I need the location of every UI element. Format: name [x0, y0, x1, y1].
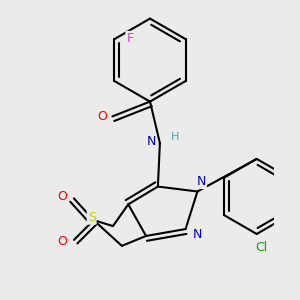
Text: F: F	[126, 32, 134, 45]
Text: N: N	[197, 175, 206, 188]
Text: S: S	[88, 211, 96, 224]
Text: N: N	[146, 135, 156, 148]
Text: H: H	[170, 132, 179, 142]
Text: O: O	[57, 190, 67, 203]
Text: Cl: Cl	[256, 241, 268, 254]
Text: O: O	[98, 110, 107, 123]
Text: O: O	[57, 236, 67, 248]
Text: N: N	[193, 229, 202, 242]
